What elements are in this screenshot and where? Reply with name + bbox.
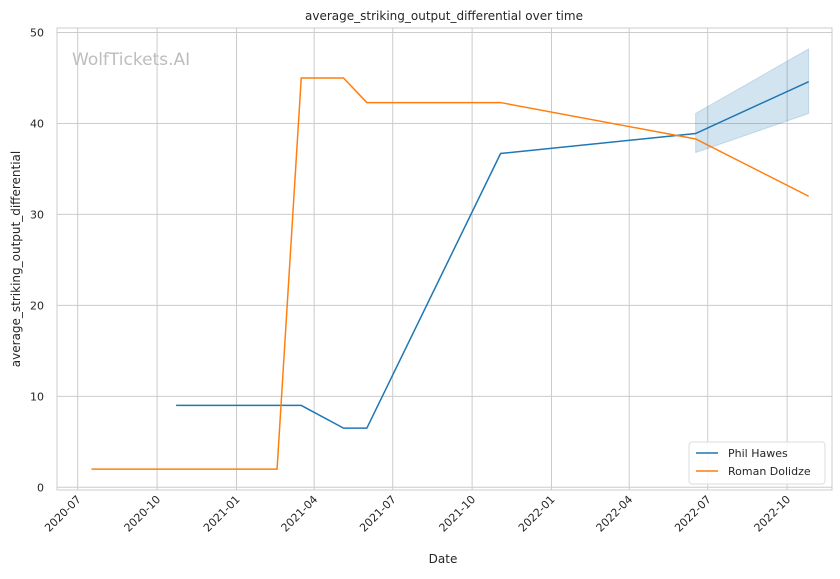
x-tick-label: 2022-10 [752,493,794,535]
y-tick-label: 50 [30,27,44,40]
x-tick-label: 2020-07 [42,493,84,535]
x-axis-ticks: 2020-07 2020-10 2021-01 2021-04 2021-07 2021-… [42,493,793,535]
y-tick-label: 40 [30,117,44,130]
x-tick-label: 2021-01 [201,493,243,535]
x-tick-label: 2021-10 [437,493,479,535]
x-tick-label: 2022-07 [672,493,714,535]
y-tick-label: 10 [30,390,44,403]
x-tick-label: 2022-04 [594,493,636,535]
y-axis-label: average_striking_output_differential [9,151,23,367]
legend: Phil Hawes Roman Dolidze [689,442,825,484]
x-tick-label: 2020-10 [122,493,164,535]
plot-area [57,28,832,490]
chart-title: average_striking_output_differential ove… [305,9,583,23]
y-axis-ticks: 0 10 20 30 40 50 [30,27,44,495]
y-tick-label: 0 [37,481,44,494]
x-axis-label: Date [429,552,458,566]
legend-label-phil-hawes: Phil Hawes [728,447,788,460]
y-tick-label: 30 [30,208,44,221]
x-tick-label: 2022-01 [516,493,558,535]
y-tick-label: 20 [30,299,44,312]
legend-label-roman-dolidze: Roman Dolidze [728,465,811,478]
watermark: WolfTickets.AI [72,50,190,70]
x-tick-label: 2021-07 [357,493,399,535]
x-tick-label: 2021-04 [279,493,321,535]
